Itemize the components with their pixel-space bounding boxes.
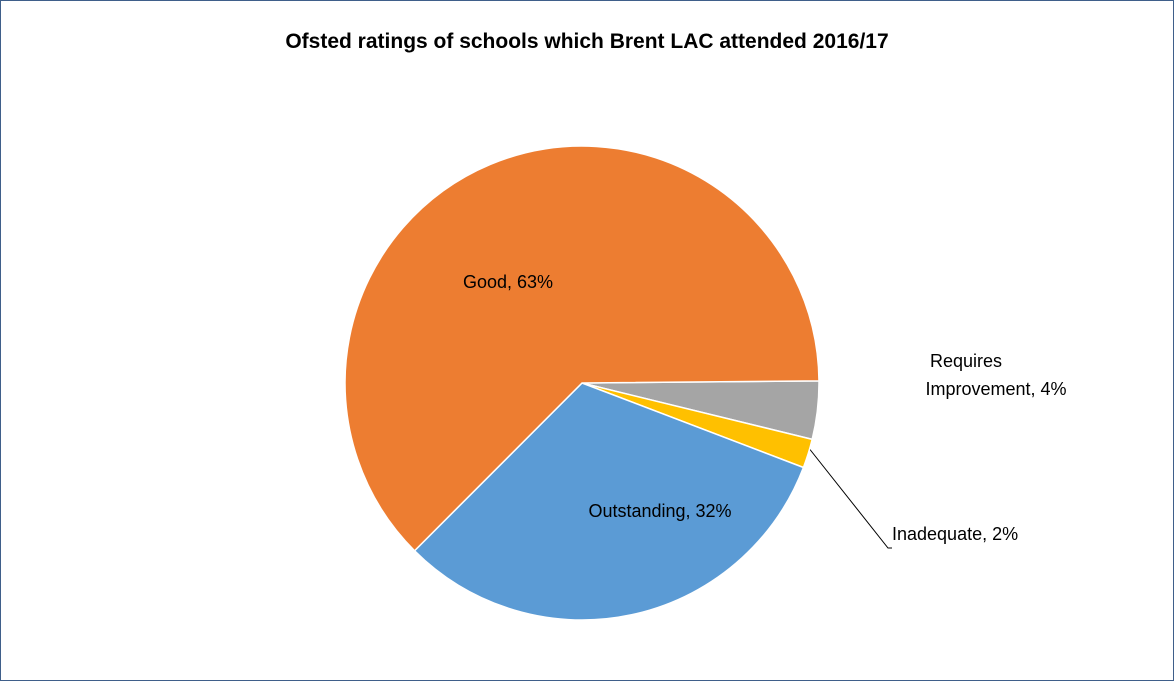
data-label: Requires Improvement, 4% bbox=[925, 351, 1066, 399]
chart-title: Ofsted ratings of schools which Brent LA… bbox=[285, 30, 888, 53]
data-label: Inadequate, 2% bbox=[892, 524, 1018, 544]
data-label: Good, 63% bbox=[463, 272, 553, 292]
pie-slice: Outstanding bbox=[413, 382, 805, 621]
label-line: Improvement, 4% bbox=[925, 379, 1066, 399]
label-line: Requires bbox=[930, 351, 1002, 371]
pie-slice: Good bbox=[344, 145, 820, 552]
data-label: Outstanding, 32% bbox=[588, 501, 731, 521]
labels: Requires Improvement, 4% Inadequate, 2% Out… bbox=[463, 272, 1067, 544]
leader-line bbox=[807, 446, 892, 549]
slices: Requires ImprovementInadequateOutstandin… bbox=[344, 145, 820, 621]
